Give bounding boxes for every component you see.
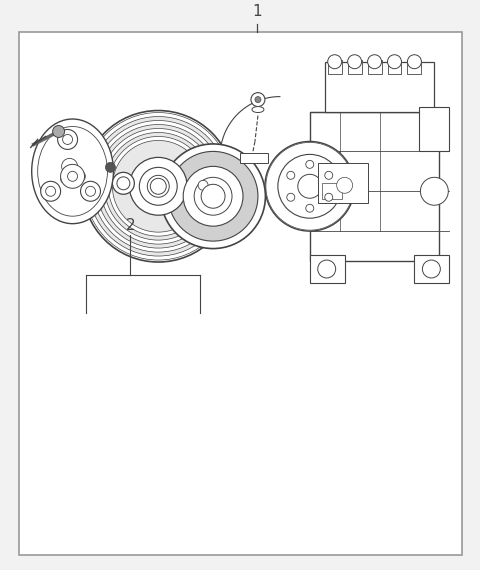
Text: 2: 2 [126,218,135,233]
Circle shape [325,172,333,180]
Bar [324,62,434,112]
Bar [310,255,345,283]
Bar [240,153,268,164]
Circle shape [85,186,96,196]
Ellipse shape [265,141,355,231]
Circle shape [325,193,333,201]
Circle shape [62,135,72,144]
Bar [408,60,421,74]
Circle shape [348,55,361,69]
Circle shape [318,260,336,278]
Circle shape [251,92,265,107]
Bar [387,60,401,74]
Circle shape [150,178,166,194]
Circle shape [328,55,342,69]
Ellipse shape [88,116,228,256]
Circle shape [60,164,84,188]
Bar [368,60,382,74]
Circle shape [287,193,295,201]
Ellipse shape [194,177,232,215]
Ellipse shape [147,176,169,197]
Circle shape [60,176,69,184]
Ellipse shape [84,112,232,260]
Ellipse shape [100,128,216,244]
Ellipse shape [83,111,234,262]
Ellipse shape [32,119,113,223]
Circle shape [75,172,85,181]
Circle shape [306,204,314,212]
Ellipse shape [130,157,187,215]
Circle shape [53,125,65,137]
Circle shape [255,96,261,103]
Bar [310,112,439,261]
Circle shape [278,154,342,218]
Ellipse shape [168,152,258,241]
Circle shape [106,162,115,172]
Circle shape [287,172,295,180]
Circle shape [336,177,353,193]
Bar [322,184,342,199]
Ellipse shape [183,166,243,226]
Ellipse shape [161,144,265,249]
Circle shape [420,177,448,205]
Bar [328,60,342,74]
Circle shape [46,186,56,196]
Circle shape [198,180,208,190]
Circle shape [58,129,78,149]
Ellipse shape [252,107,264,112]
Ellipse shape [96,124,220,248]
Circle shape [368,55,382,69]
Circle shape [81,181,100,201]
Circle shape [41,181,60,201]
Circle shape [422,260,440,278]
Ellipse shape [112,172,134,194]
Circle shape [61,158,78,174]
Circle shape [298,174,322,198]
Ellipse shape [38,127,108,216]
Ellipse shape [108,136,208,236]
Bar [414,255,449,283]
Ellipse shape [117,177,130,190]
Text: 1: 1 [252,4,262,19]
Circle shape [387,55,401,69]
Bar [348,60,361,74]
Bar [318,164,368,203]
Ellipse shape [105,132,212,240]
Circle shape [201,184,225,208]
Circle shape [408,55,421,69]
Ellipse shape [139,168,177,205]
Bar [420,107,449,152]
Circle shape [68,172,78,181]
Ellipse shape [93,120,224,252]
Circle shape [306,160,314,168]
Ellipse shape [112,140,204,232]
